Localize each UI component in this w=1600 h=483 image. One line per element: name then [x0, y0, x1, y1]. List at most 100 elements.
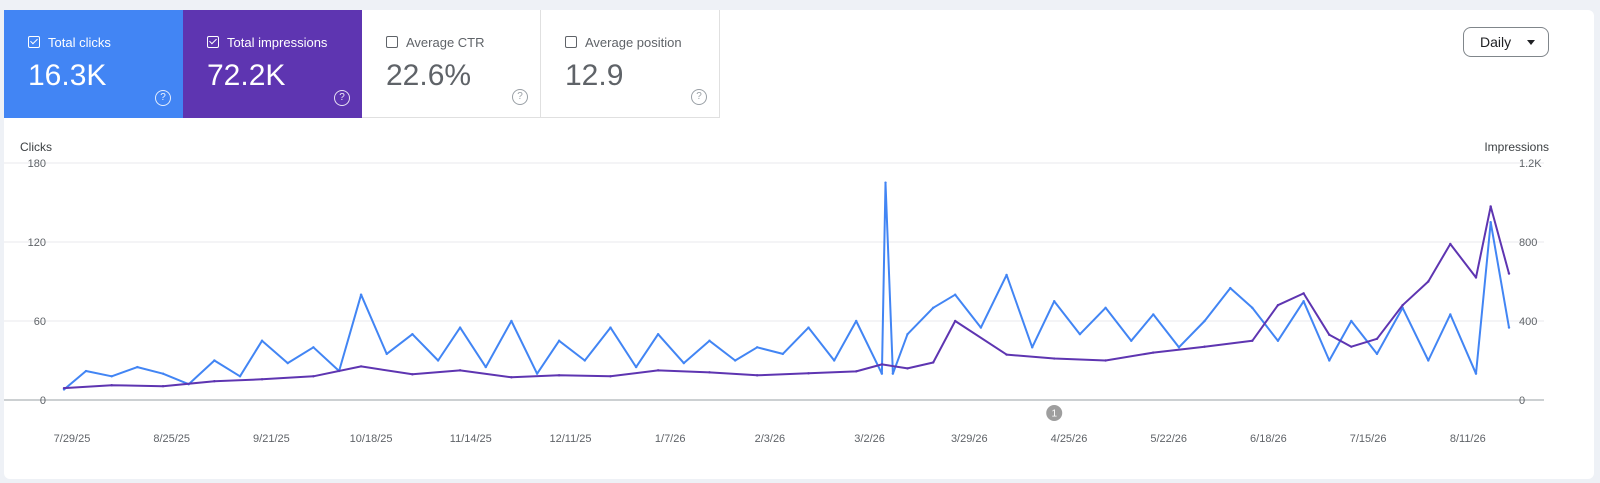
checkbox-unchecked-icon[interactable] [565, 36, 577, 48]
x-tick-label: 8/11/26 [1450, 433, 1486, 445]
data-point [510, 319, 513, 323]
metric-label: Total clicks [48, 34, 111, 50]
data-point [1251, 306, 1254, 310]
data-point [656, 332, 660, 336]
data-point [708, 339, 711, 342]
data-point [1328, 359, 1331, 362]
x-tick-label: 7/29/25 [54, 433, 91, 445]
checkbox-checked-icon[interactable] [207, 36, 219, 48]
annotation-marker-circle[interactable] [1046, 405, 1063, 421]
data-point [1449, 242, 1452, 246]
data-point [436, 359, 440, 362]
metric-value: 72.2K [207, 59, 286, 92]
data-point [932, 306, 935, 310]
help-icon[interactable]: ? [512, 89, 528, 105]
y-axis-left: 0 60 120 180 [28, 158, 46, 407]
data-point [260, 378, 264, 381]
data-point [510, 376, 513, 379]
data-point [1053, 357, 1056, 360]
data-point [854, 319, 858, 323]
help-icon[interactable]: ? [334, 90, 350, 106]
data-point [84, 369, 88, 373]
data-point [1251, 339, 1254, 342]
data-point [1474, 372, 1478, 375]
data-point [682, 361, 686, 365]
data-point [807, 326, 810, 329]
data-point [932, 361, 935, 364]
data-point [484, 365, 487, 369]
x-tick-label: 12/11/25 [549, 433, 591, 445]
data-point [1130, 339, 1133, 342]
performance-chart: Clicks Impressions 0 60 120 180 0 400 800 1.2K… [4, 140, 1549, 445]
metric-value: 22.6% [386, 59, 472, 92]
data-point [1152, 313, 1155, 316]
data-point [1078, 332, 1082, 336]
data-point [136, 365, 139, 369]
data-point [557, 374, 561, 377]
data-point [1375, 352, 1379, 356]
metric-total-clicks[interactable]: Total clicks 16.3K ? [4, 10, 183, 118]
metric-value: 16.3K [28, 59, 107, 92]
annotation-marker-label: 1 [1051, 409, 1057, 420]
data-point [1507, 272, 1511, 275]
x-tick-label: 10/18/25 [350, 433, 393, 445]
y-axis-left-title: Clicks [20, 140, 52, 154]
data-point [110, 375, 113, 378]
help-icon[interactable]: ? [155, 90, 171, 106]
data-point [1449, 313, 1452, 316]
data-point [733, 359, 737, 362]
data-point [708, 371, 711, 374]
x-tick-label: 2/3/26 [755, 433, 786, 445]
grid-lines [4, 162, 1544, 401]
y-left-tick-label: 60 [34, 316, 46, 328]
data-point [880, 363, 884, 366]
x-axis: 7/29/25 8/25/25 9/21/25 10/18/25 11/14/25 12/… [54, 433, 1486, 445]
data-point [458, 369, 462, 372]
x-tick-label: 7/15/26 [1350, 433, 1387, 445]
data-point [1177, 346, 1181, 349]
granularity-dropdown[interactable]: Daily [1463, 27, 1549, 57]
metric-average-ctr[interactable]: Average CTR 22.6% ? [362, 10, 541, 118]
series-lines [62, 181, 1511, 391]
y-right-tick-label: 0 [1519, 395, 1525, 407]
x-tick-label: 11/14/25 [450, 433, 492, 445]
data-point [854, 370, 858, 373]
checkbox-checked-icon[interactable] [28, 36, 40, 48]
metric-total-impressions[interactable]: Total impressions 72.2K ? [183, 10, 362, 118]
dropdown-label: Daily [1480, 34, 1512, 50]
data-point [1229, 286, 1232, 290]
data-point [1203, 319, 1206, 323]
data-point [1350, 345, 1353, 348]
annotation-marker[interactable]: 1 [1046, 405, 1063, 421]
x-tick-label: 3/2/26 [854, 433, 885, 445]
x-tick-label: 1/7/26 [655, 433, 686, 445]
checkbox-unchecked-icon[interactable] [386, 36, 398, 48]
data-point [1005, 353, 1008, 356]
x-tick-label: 4/25/26 [1051, 433, 1088, 445]
help-icon[interactable]: ? [691, 89, 707, 105]
data-point [535, 372, 539, 375]
data-point [755, 346, 759, 349]
metric-label: Total impressions [227, 34, 328, 50]
data-point [1005, 273, 1008, 277]
data-point [609, 326, 612, 329]
data-point [1489, 221, 1492, 224]
data-point [880, 372, 884, 375]
data-point [1053, 300, 1056, 303]
chevron-down-icon [1527, 40, 1535, 45]
y-left-tick-label: 120 [28, 237, 46, 249]
metric-average-position[interactable]: Average position 12.9 ? [541, 10, 720, 118]
data-point [1302, 300, 1305, 303]
y-left-tick-label: 180 [28, 158, 46, 170]
data-point [891, 372, 895, 375]
data-point [1507, 326, 1511, 329]
data-point [1104, 306, 1107, 310]
data-point [557, 339, 561, 342]
data-point [906, 332, 909, 336]
metric-label: Average CTR [406, 34, 485, 50]
data-point [1375, 337, 1379, 340]
data-point [1427, 280, 1430, 283]
data-point [359, 365, 363, 368]
y-left-tick-label: 0 [40, 395, 46, 407]
x-tick-label: 8/25/25 [153, 433, 190, 445]
